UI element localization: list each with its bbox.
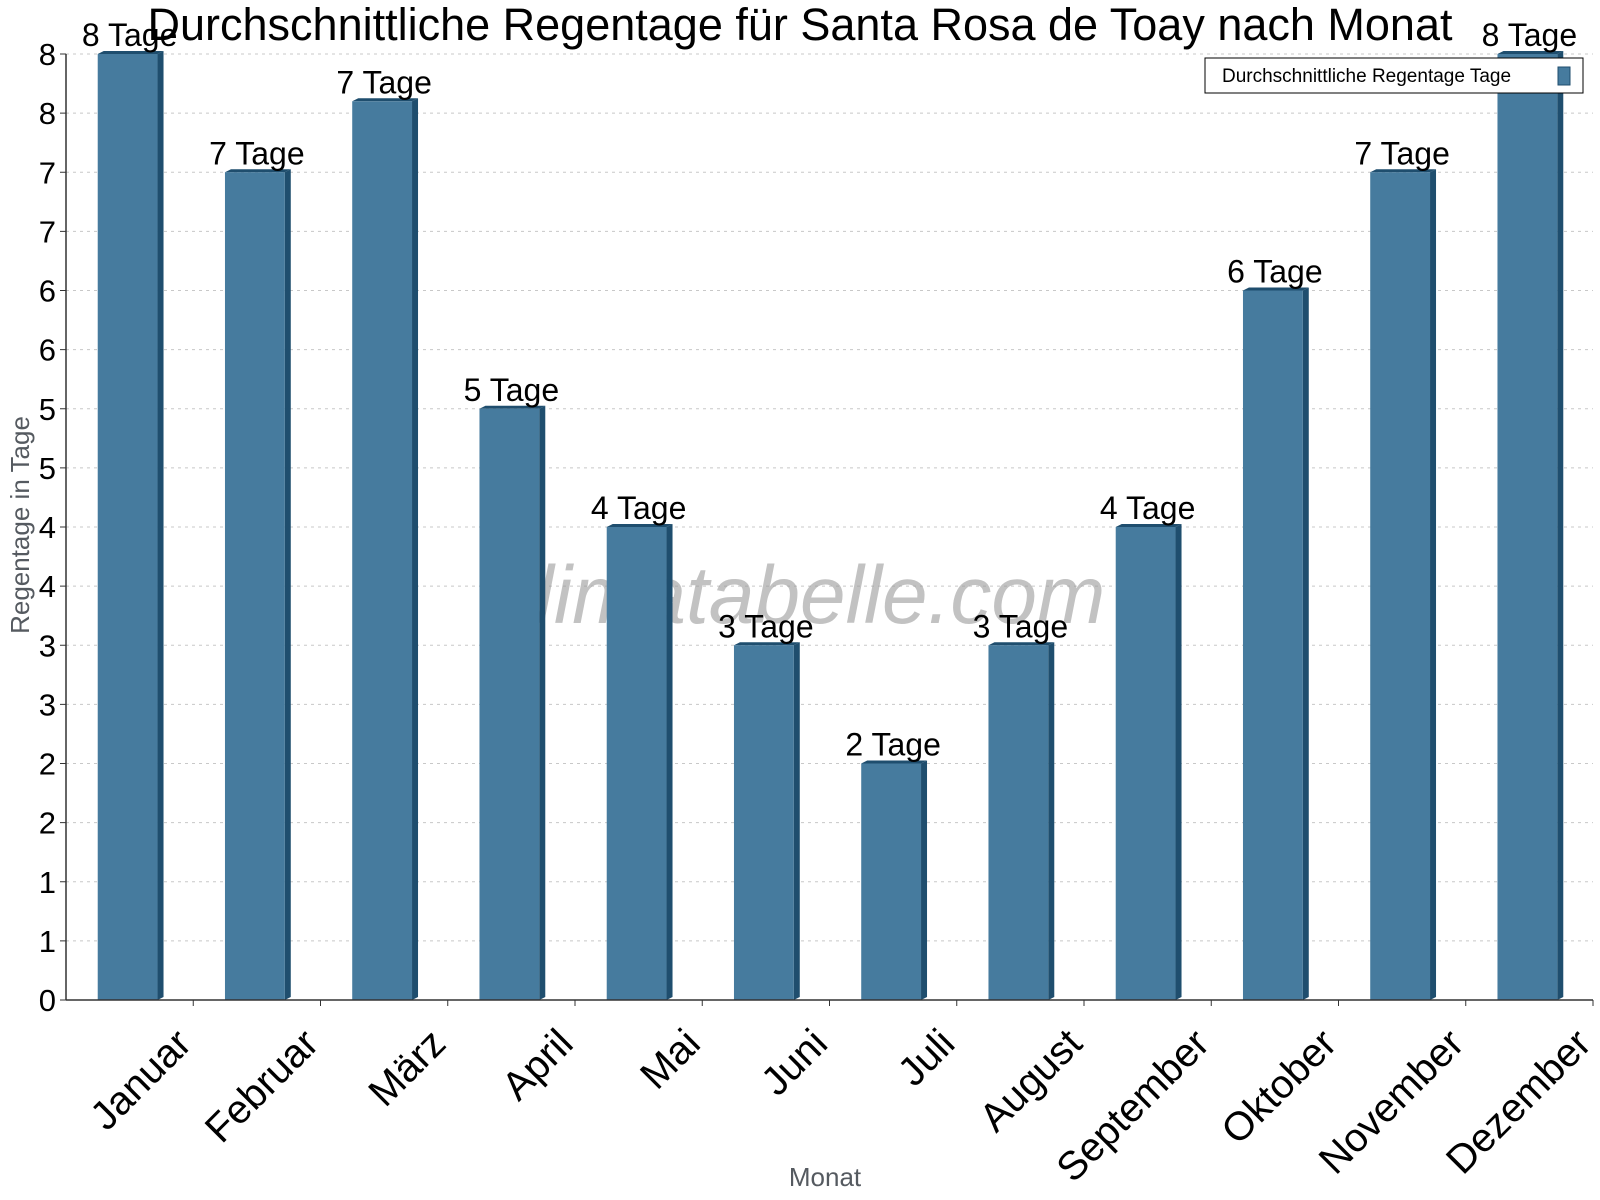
x-tick-label: März bbox=[360, 1021, 454, 1115]
bar-top bbox=[1115, 524, 1182, 527]
bar-side bbox=[539, 405, 546, 1000]
data-label: 4 Tage bbox=[1100, 490, 1196, 526]
bar-top bbox=[606, 524, 673, 527]
data-label: 3 Tage bbox=[973, 608, 1069, 644]
bar-5 bbox=[606, 524, 673, 1000]
bar-11 bbox=[1370, 169, 1437, 1000]
x-tick-label: Oktober bbox=[1213, 1021, 1345, 1153]
bars bbox=[97, 51, 1564, 1001]
y-tick-label: 0 bbox=[39, 983, 56, 1018]
legend-label: Durchschnittliche Regentage Tage bbox=[1222, 66, 1511, 87]
y-tick-label: 6 bbox=[39, 274, 56, 309]
y-tick-label: 2 bbox=[39, 806, 56, 841]
y-tick-label: 8 bbox=[39, 96, 56, 131]
bar-face bbox=[1115, 527, 1176, 1000]
y-tick-label: 7 bbox=[39, 155, 56, 190]
bar-7 bbox=[861, 760, 928, 1000]
bar-2 bbox=[224, 169, 291, 1000]
bar-side bbox=[412, 98, 419, 1001]
bar-top bbox=[1497, 51, 1564, 54]
bar-1 bbox=[97, 51, 164, 1000]
bar-face bbox=[606, 527, 667, 1000]
bar-side bbox=[1430, 169, 1437, 1000]
data-label: 7 Tage bbox=[209, 135, 305, 171]
bar-top bbox=[861, 760, 928, 764]
bar-6 bbox=[733, 642, 800, 1000]
bar-top bbox=[352, 98, 419, 102]
x-tick-label: Januar bbox=[82, 1021, 200, 1139]
bar-8 bbox=[988, 642, 1055, 1000]
bar-face bbox=[224, 172, 285, 1000]
y-tick-label: 2 bbox=[39, 747, 56, 782]
y-tick-label: 1 bbox=[39, 924, 56, 959]
data-label: 4 Tage bbox=[591, 490, 687, 526]
grid-lines bbox=[66, 53, 1593, 942]
data-label: 2 Tage bbox=[845, 727, 941, 763]
legend: Durchschnittliche Regentage Tage bbox=[1204, 57, 1584, 94]
bar-side bbox=[1302, 287, 1309, 1000]
y-tick-label: 6 bbox=[39, 333, 56, 368]
y-tick-label: 5 bbox=[39, 392, 56, 427]
data-label: 7 Tage bbox=[336, 64, 432, 100]
bar-top bbox=[224, 169, 291, 173]
data-label: 7 Tage bbox=[1354, 135, 1450, 171]
bar-face bbox=[352, 101, 413, 1001]
chart-title: Durchschnittliche Regentage für Santa Ro… bbox=[147, 0, 1453, 50]
bar-3 bbox=[352, 98, 419, 1001]
bar-side bbox=[666, 524, 673, 1000]
x-axis-title: Monat bbox=[789, 1162, 862, 1192]
bar-top bbox=[479, 405, 546, 409]
y-tick-label: 8 bbox=[39, 37, 56, 72]
bar-12 bbox=[1497, 51, 1564, 1000]
x-tick-label: April bbox=[494, 1021, 582, 1109]
bar-face bbox=[97, 54, 158, 1000]
y-axis-title: Regentage in Tage bbox=[5, 416, 35, 634]
bar-side bbox=[1175, 524, 1182, 1000]
x-tick-label: August bbox=[971, 1021, 1090, 1140]
data-labels: 8 Tage 7 Tage 7 Tage 5 Tage 4 Tage 3 Tage 2 Ta… bbox=[82, 17, 1577, 763]
bar-top bbox=[1370, 169, 1437, 173]
bar-side bbox=[284, 169, 291, 1000]
bar-side bbox=[793, 642, 800, 1000]
bar-face bbox=[733, 645, 794, 1000]
bar-top bbox=[988, 642, 1055, 646]
legend-box bbox=[1204, 57, 1584, 94]
y-tick-label: 4 bbox=[39, 569, 56, 604]
bar-top bbox=[97, 51, 164, 54]
bar-4 bbox=[479, 405, 546, 1000]
data-label: 8 Tage bbox=[1482, 17, 1578, 53]
bar-top bbox=[733, 642, 800, 646]
bar-side bbox=[921, 760, 928, 1000]
bar-side bbox=[157, 51, 164, 1000]
bar-9 bbox=[1115, 524, 1182, 1000]
data-label: 5 Tage bbox=[464, 372, 560, 408]
bar-side bbox=[1048, 642, 1055, 1000]
bar-10 bbox=[1242, 287, 1309, 1000]
y-tick-label: 3 bbox=[39, 628, 56, 663]
bar-face bbox=[1242, 290, 1303, 1000]
bar-face bbox=[988, 645, 1049, 1000]
bar-face bbox=[1497, 54, 1558, 1000]
y-tick-label: 1 bbox=[39, 865, 56, 900]
x-tick-label: Juli bbox=[890, 1021, 964, 1095]
bar-face bbox=[479, 408, 540, 1000]
bar-face bbox=[861, 763, 922, 1000]
bar-side bbox=[1557, 51, 1564, 1000]
bar-top bbox=[1242, 287, 1309, 291]
x-tick-label: Juni bbox=[753, 1021, 836, 1104]
y-tick-label: 4 bbox=[39, 510, 56, 545]
x-tick-label: Februar bbox=[197, 1021, 327, 1151]
x-tick-label: Mai bbox=[632, 1021, 709, 1098]
bar-face bbox=[1370, 172, 1431, 1000]
y-tick-label: 5 bbox=[39, 451, 56, 486]
y-tick-label: 7 bbox=[39, 214, 56, 249]
legend-swatch bbox=[1557, 66, 1571, 86]
data-label: 6 Tage bbox=[1227, 254, 1323, 290]
y-tick-label: 3 bbox=[39, 687, 56, 722]
data-label: 3 Tage bbox=[718, 608, 814, 644]
watermark: klimatabelle.com bbox=[495, 550, 1106, 641]
data-label: 8 Tage bbox=[82, 17, 178, 53]
